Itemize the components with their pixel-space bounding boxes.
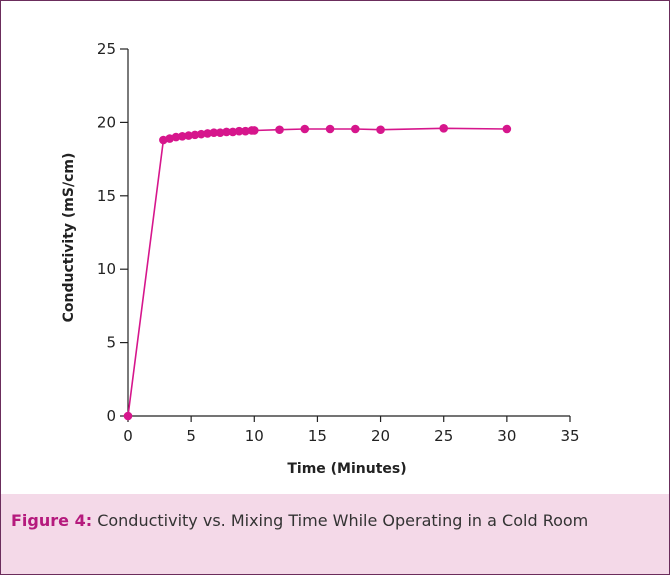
x-tick-label: 35	[560, 427, 579, 445]
data-point	[300, 124, 310, 134]
x-tick-label: 0	[123, 427, 133, 445]
data-point	[241, 126, 250, 136]
caption-label: Figure 4:	[11, 511, 93, 530]
data-point	[215, 128, 225, 137]
conductivity-chart: 0 5 10 15 20 25 30 35 0 5 10 15 20 25 Time (Minutes) Co…	[61, 40, 580, 477]
data-point	[502, 124, 512, 134]
figure-caption: Figure 4: Conductivity vs. Mixing Time W…	[1, 494, 669, 574]
data-point	[351, 124, 360, 134]
x-tick-label: 30	[497, 427, 516, 445]
data-point	[196, 129, 206, 139]
y-tick-label: 10	[97, 260, 116, 278]
data-point	[376, 125, 385, 135]
data-point	[209, 128, 219, 137]
data-point	[249, 126, 259, 135]
x-tick-label: 5	[186, 427, 196, 445]
data-point	[275, 125, 284, 135]
data-point	[228, 127, 238, 137]
data-point	[439, 123, 449, 133]
data-point	[325, 124, 335, 134]
data-point	[222, 127, 231, 137]
series-line	[127, 127, 507, 417]
y-tick-label: 25	[97, 40, 116, 58]
data-point	[234, 126, 244, 136]
data-point	[123, 411, 133, 421]
data-point	[178, 132, 187, 141]
y-tick-label: 0	[106, 407, 116, 425]
caption-text: Conductivity vs. Mixing Time While Opera…	[97, 511, 589, 530]
data-point	[184, 131, 193, 140]
x-tick-label: 20	[371, 427, 390, 445]
x-tick-label: 15	[308, 427, 327, 445]
data-point	[190, 130, 200, 140]
data-point	[203, 129, 212, 138]
y-tick-label: 20	[97, 113, 116, 131]
x-axis-title: Time (Minutes)	[287, 461, 406, 477]
data-point	[171, 132, 181, 142]
y-tick-label: 5	[106, 334, 116, 352]
y-tick-label: 15	[97, 187, 116, 205]
x-tick-label: 25	[434, 427, 453, 445]
x-tick-label: 10	[245, 427, 264, 445]
y-axis-title: Conductivity (mS/cm)	[61, 153, 77, 323]
